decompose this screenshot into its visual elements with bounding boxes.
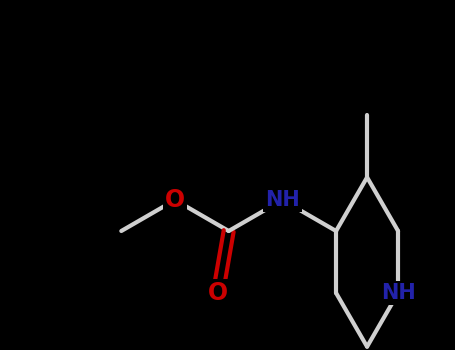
Text: NH: NH — [265, 190, 300, 210]
Text: O: O — [165, 188, 185, 212]
Text: O: O — [208, 281, 228, 305]
Text: NH: NH — [381, 283, 415, 303]
